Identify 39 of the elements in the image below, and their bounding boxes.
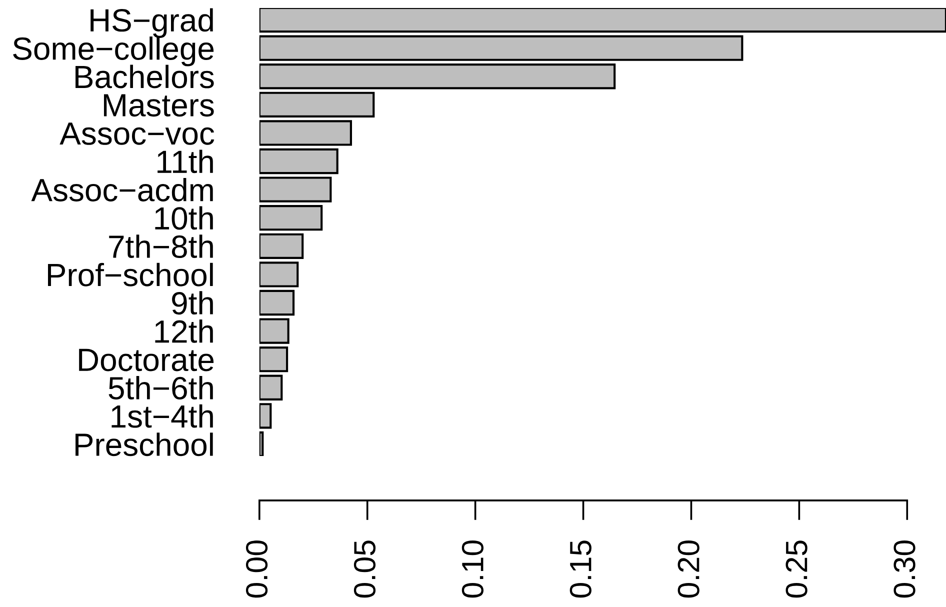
x-tick-label: 0.30 — [894, 540, 916, 598]
y-tick-label: Some−college — [13, 36, 214, 66]
bar — [259, 262, 299, 288]
y-tick-label: 10th — [155, 206, 213, 230]
y-tick-label: Doctorate — [79, 348, 214, 372]
bar — [259, 290, 295, 316]
x-tick-label: 0.00 — [246, 540, 268, 598]
bar — [259, 8, 946, 33]
bar — [259, 64, 616, 90]
x-tick-label: 0.20 — [678, 540, 700, 598]
y-tick-label: Prof−school — [48, 262, 213, 286]
y-tick-label: Assoc−voc — [60, 122, 214, 145]
x-tick-label: 0.25 — [786, 540, 808, 598]
x-tick-label: 0.15 — [570, 540, 592, 598]
bar — [259, 374, 283, 400]
bar — [259, 92, 375, 118]
y-tick-label: 5th−6th — [108, 376, 213, 400]
bar — [259, 176, 332, 202]
x-tick-label: 0.05 — [354, 540, 376, 598]
y-tick-label: Masters — [104, 94, 214, 117]
bar — [259, 346, 288, 372]
bar — [259, 35, 744, 61]
y-tick-label: 11th — [158, 150, 213, 174]
bar — [259, 431, 264, 456]
bar — [259, 120, 352, 146]
x-tick-label: 0.10 — [462, 540, 484, 598]
y-tick-label: 9th — [172, 291, 213, 315]
y-tick-label: Assoc−acdm — [31, 178, 213, 202]
bar — [259, 205, 323, 231]
bar — [259, 403, 272, 429]
bar — [259, 148, 338, 174]
y-tick-label: Bachelors — [76, 64, 214, 88]
y-tick-label: Preschool — [76, 432, 213, 456]
y-tick-label: 1st−4th — [112, 404, 213, 428]
bar — [259, 318, 290, 344]
bar — [259, 233, 304, 259]
y-tick-label: 12th — [155, 319, 213, 343]
y-tick-label: HS−grad — [90, 8, 213, 38]
y-tick-label: 7th−8th — [109, 234, 213, 258]
